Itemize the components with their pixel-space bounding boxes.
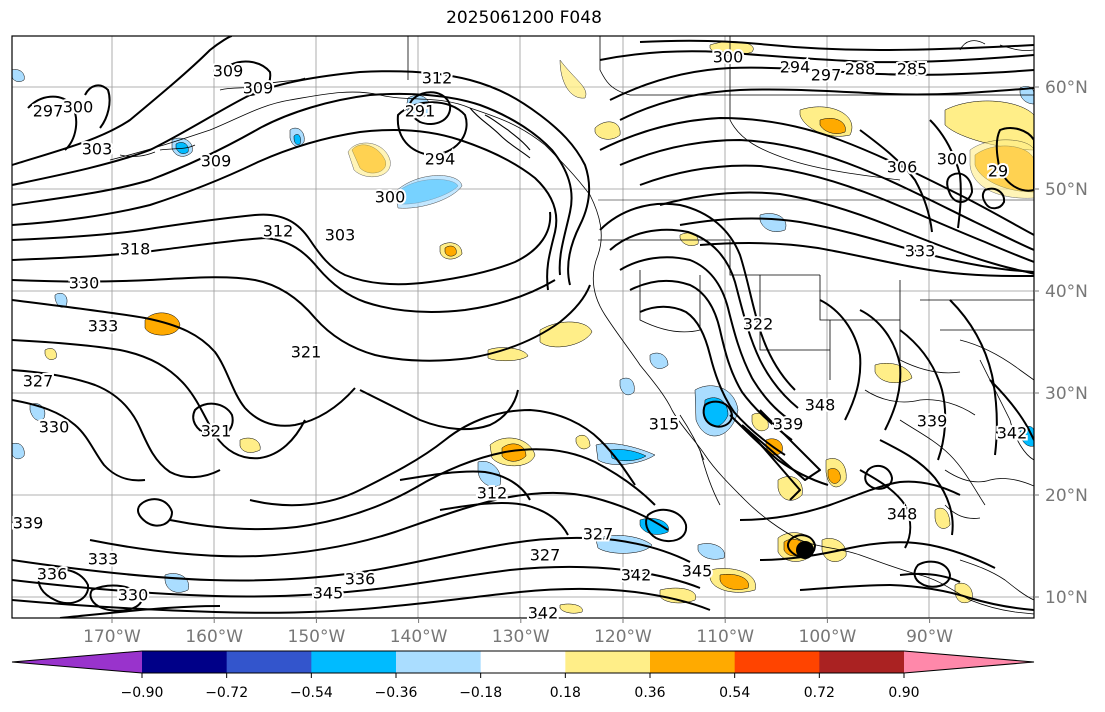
gridlines: [12, 36, 1034, 618]
contour-label: 321: [201, 422, 232, 441]
colorbar-segment: [565, 651, 651, 673]
contour-label: 312: [263, 222, 294, 241]
contour-label: 327: [530, 546, 561, 565]
longitude-label: 110°W: [696, 627, 754, 647]
contour-label: 321: [291, 343, 322, 362]
contour-label: 339: [773, 415, 804, 434]
longitude-label: 140°W: [390, 627, 448, 647]
contour-label: 336: [37, 565, 68, 584]
plot-frame: [11, 35, 1035, 619]
colorbar-tick-label: 0.72: [804, 685, 835, 701]
colorbar-tick-label: −0.90: [121, 685, 164, 701]
contour-label: 309: [201, 152, 232, 171]
contour-label: 294: [425, 150, 456, 169]
contour-label: 330: [118, 586, 149, 605]
contour-label: 342: [621, 566, 652, 585]
contour-label: 300: [713, 48, 744, 67]
longitude-label: 170°W: [83, 627, 141, 647]
contour-label: 309: [213, 62, 244, 81]
longitude-label: 90°W: [906, 627, 953, 647]
colorbar: −0.90 −0.72 −0.54 −0.36 −0.18 0.18 0.36 0.54 0.7…: [11, 650, 1035, 701]
longitude-label: 100°W: [799, 627, 857, 647]
contour-label: 294: [780, 58, 811, 77]
contour-label: 333: [905, 242, 936, 261]
contour-label: 306: [887, 158, 918, 177]
contour-label: 297: [33, 102, 64, 121]
contour-label: 285: [897, 60, 928, 79]
colorbar-tick-label: −0.72: [205, 685, 248, 701]
latitude-label: 20°N: [1045, 486, 1088, 506]
latitude-labels: 60°N 50°N 40°N 30°N 20°N 10°N: [1034, 78, 1088, 608]
contour-label: 336: [345, 570, 376, 589]
contour-label: 291: [405, 102, 436, 121]
map-title: 2025061200 F048: [446, 8, 602, 28]
contour-lines: [12, 36, 1034, 618]
longitude-label: 120°W: [594, 627, 652, 647]
contour-labels: 297 3003033093093093122942913003033123183…: [11, 46, 1030, 625]
longitude-label: 130°W: [492, 627, 550, 647]
colorbar-tick-label: 0.54: [719, 685, 750, 701]
contour-label: 303: [325, 226, 356, 245]
latitude-label: 60°N: [1045, 78, 1088, 98]
contour-label: 318: [120, 240, 151, 259]
contour-label: 315: [649, 415, 680, 434]
colorbar-segment: [819, 651, 905, 673]
contour-label: 348: [805, 396, 836, 415]
contour-label: 330: [39, 418, 70, 437]
contour-label: 303: [82, 140, 113, 159]
contour-label: 330: [69, 274, 100, 293]
contour-label: 312: [422, 69, 453, 88]
colorbar-segment: [734, 651, 820, 673]
contour-label: 342: [997, 424, 1028, 443]
longitude-label: 160°W: [185, 627, 243, 647]
contour-label: 29: [988, 162, 1008, 181]
colorbar-segment: [480, 651, 566, 673]
colorbar-extend-high: [904, 651, 1034, 673]
colorbar-tick-label: 0.36: [634, 685, 665, 701]
contour-label: 300: [375, 188, 406, 207]
colorbar-tick-label: 0.18: [550, 685, 581, 701]
latitude-label: 40°N: [1045, 282, 1088, 302]
contour-label: 300: [63, 98, 94, 117]
contour-label: 312: [477, 484, 508, 503]
contour-label: 309: [243, 79, 274, 98]
colorbar-tick-label: 0.90: [888, 685, 919, 701]
colorbar-segment: [226, 651, 312, 673]
latitude-label: 30°N: [1045, 384, 1088, 404]
shaded-patches: [12, 41, 1034, 614]
contour-label: 322: [743, 315, 774, 334]
contour-label: 339: [13, 514, 44, 533]
coastlines: [109, 36, 1034, 615]
contour-label: 339: [917, 412, 948, 431]
longitude-labels: 170°W 160°W 150°W 140°W 130°W 120°W 110°W 100°W…: [83, 618, 953, 647]
storm-marker: [796, 541, 814, 559]
map-plot-area: [12, 36, 1034, 618]
colorbar-segment: [311, 651, 397, 673]
colorbar-segment: [650, 651, 736, 673]
contour-label: 345: [313, 584, 344, 603]
contour-label: 288: [845, 60, 876, 79]
contour-label: 333: [88, 317, 119, 336]
contour-label: 333: [88, 550, 119, 569]
contour-label: 300: [937, 150, 968, 169]
contour-label: 327: [23, 372, 54, 391]
contour-label: 342: [528, 604, 559, 623]
latitude-label: 10°N: [1045, 588, 1088, 608]
colorbar-extend-low: [12, 651, 142, 673]
contour-label: 297: [811, 66, 842, 85]
colorbar-tick-label: −0.54: [290, 685, 333, 701]
colorbar-segment: [142, 651, 228, 673]
contour-label: 348: [887, 505, 918, 524]
colorbar-segment: [396, 651, 482, 673]
latitude-label: 50°N: [1045, 180, 1088, 200]
contour-label: 345: [682, 562, 713, 581]
contour-label: 327: [583, 525, 614, 544]
longitude-label: 150°W: [288, 627, 346, 647]
colorbar-tick-label: −0.36: [375, 685, 418, 701]
colorbar-tick-label: −0.18: [459, 685, 502, 701]
